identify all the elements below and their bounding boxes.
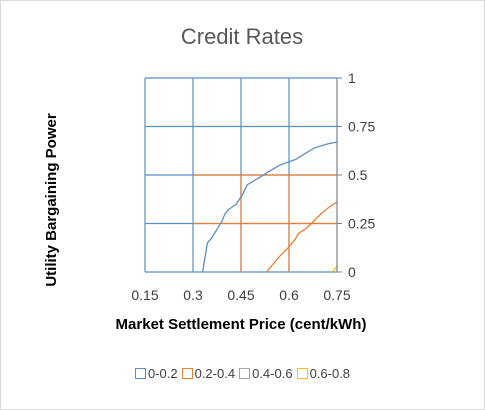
- legend-swatch: [134, 368, 146, 379]
- x-axis-label: Market Settlement Price (cent/kWh): [116, 316, 367, 333]
- y-tick-label: 0: [348, 264, 356, 280]
- legend-label: 0.4-0.6: [252, 366, 293, 381]
- legend-label: 0.6-0.8: [309, 366, 351, 381]
- y-tick-label: 1: [348, 70, 356, 86]
- x-tick-label: 0.45: [227, 287, 254, 303]
- legend-label: 0-0.2: [147, 366, 178, 381]
- tick-labels: 0 0.25 0.5 0.75 1 0.15 0.3 0.45 0.6 0.75: [131, 70, 375, 303]
- contour-line-0-6: [331, 265, 338, 273]
- legend-item: 0.6-0.8: [296, 366, 351, 381]
- x-tick-label: 0.75: [323, 287, 350, 303]
- y-tick-label: 0.5: [348, 167, 368, 183]
- plot-area: [144, 77, 342, 273]
- contour-line-0-4: [266, 201, 338, 273]
- legend-swatch: [296, 368, 308, 379]
- legend-swatch: [239, 368, 251, 379]
- legend-item: 0-0.2: [134, 366, 178, 381]
- x-tick-label: 0.6: [279, 287, 299, 303]
- x-tick-label: 0.3: [183, 287, 203, 303]
- y-tick-label: 0.25: [348, 216, 375, 232]
- legend-swatch: [181, 368, 193, 379]
- legend-item: 0.2-0.4: [181, 366, 236, 381]
- legend-item: 0.4-0.6: [239, 366, 293, 381]
- y-tick-label: 0.75: [348, 119, 375, 135]
- x-tick-label: 0.15: [131, 287, 158, 303]
- chart-title: Credit Rates: [181, 24, 303, 49]
- legend-label: 0.2-0.4: [194, 366, 236, 381]
- chart-legend: 0-0.2 0.2-0.4 0.4-0.6 0.6-0.8: [0, 366, 485, 381]
- y-axis-label: Utility Bargaining Power: [43, 113, 60, 287]
- contour-line-0-2: [201, 141, 338, 273]
